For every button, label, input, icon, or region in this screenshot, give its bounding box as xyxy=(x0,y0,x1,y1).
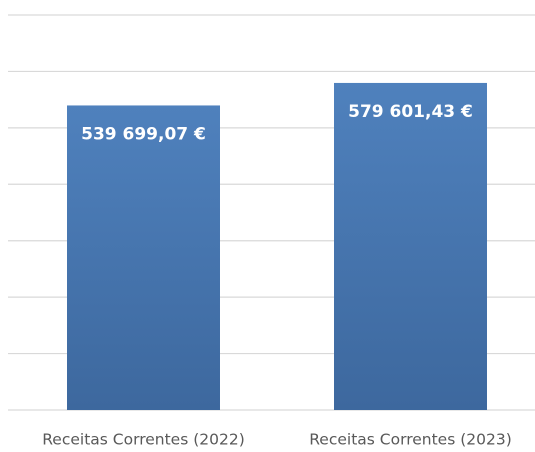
x-tick-label: Receitas Correntes (2022) xyxy=(42,431,245,449)
bar xyxy=(67,105,220,410)
bars: Receitas Correntes (2022) 539 699,07 € Rec… xyxy=(42,82,512,449)
bar xyxy=(334,82,487,410)
x-tick-label: Receitas Correntes (2023) xyxy=(309,431,512,449)
data-label: 539 699,07 € xyxy=(81,124,206,144)
data-label: 579 601,43 € xyxy=(348,102,473,122)
